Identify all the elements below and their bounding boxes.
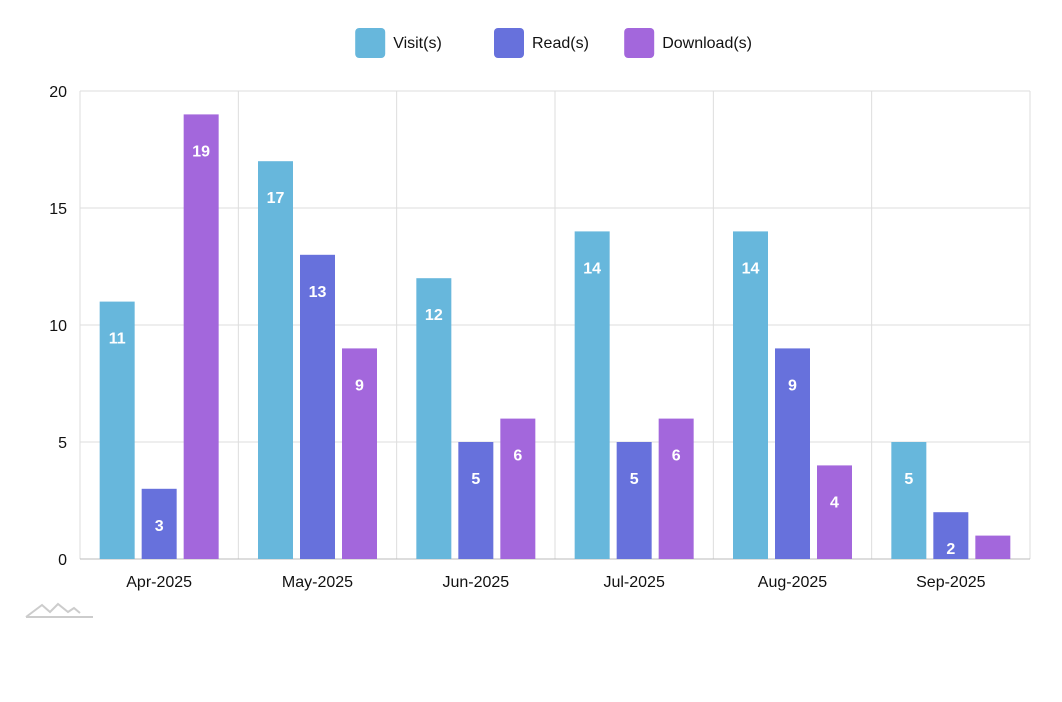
bar-data-label: 11 [109,331,126,348]
bar-visit-s [733,231,768,559]
legend-label: Visit(s) [393,35,442,52]
bar-download-s [975,535,1011,559]
bar-read-s [933,512,969,559]
bar-download-s [342,348,377,559]
x-axis: Apr-2025 May-2025 Jun-2025 Jul-2025 Aug-2025… [126,574,985,591]
legend-swatch [355,28,386,58]
x-tick-label: Jun-2025 [442,574,509,591]
bar-download-s [817,465,852,559]
bar-data-label: 19 [192,143,210,160]
amcharts-logo-icon [25,602,93,618]
legend-swatch [624,28,655,58]
bar-download-s [658,418,694,559]
x-tick-label: Sep-2025 [916,574,985,591]
x-tick-label: Apr-2025 [126,574,192,591]
y-axis: 0 5 10 15 20 [49,84,67,569]
bar-visit-s [574,231,610,559]
y-tick-label: 10 [49,318,67,335]
bar-data-label: 17 [267,190,285,207]
bar-data-label: 12 [425,307,443,324]
bar-read-s [300,254,335,560]
bar-data-label: 5 [904,471,913,488]
bar-download-s [183,114,219,560]
bar-visit-s [99,301,135,559]
bar-data-label: 4 [830,494,839,511]
x-tick-label: Jul-2025 [603,574,664,591]
bar-read-s [775,348,810,559]
bar-data-label: 6 [672,448,681,465]
bar-data-label: 5 [471,471,480,488]
y-tick-label: 5 [58,435,67,452]
y-tick-label: 15 [49,201,67,218]
bar-data-label: 5 [630,471,639,488]
bar-data-label: 9 [788,377,797,394]
bar-visit-s [258,161,293,559]
bar-read-s [141,488,177,559]
bar-download-s [500,418,536,559]
bar-data-label: 14 [583,260,601,277]
legend-label: Download(s) [662,35,752,52]
bar-visit-s [416,278,452,559]
y-tick-label: 20 [49,84,67,101]
bar-read-s [616,442,652,559]
bar-visit-s [891,442,927,559]
grid-lines [79,90,1031,560]
bar-data-label: 3 [155,518,164,535]
bar-read-s [458,442,494,559]
bar-data-label: 14 [742,260,760,277]
legend-label: Read(s) [532,35,589,52]
legend-swatch [494,28,524,58]
legend: Visit(s) Read(s) Download(s) [355,28,752,58]
x-tick-label: May-2025 [282,574,353,591]
bar-data-label: 13 [309,284,327,301]
x-tick-label: Aug-2025 [758,574,827,591]
bar-data-label: 2 [946,541,955,558]
y-tick-label: 0 [58,552,67,569]
bars: 11 3 19 17 13 9 12 5 6 14 5 6 14 9 4 5 2 [99,114,1011,560]
bar-data-label: 9 [355,377,364,394]
bar-data-label: 6 [513,448,522,465]
